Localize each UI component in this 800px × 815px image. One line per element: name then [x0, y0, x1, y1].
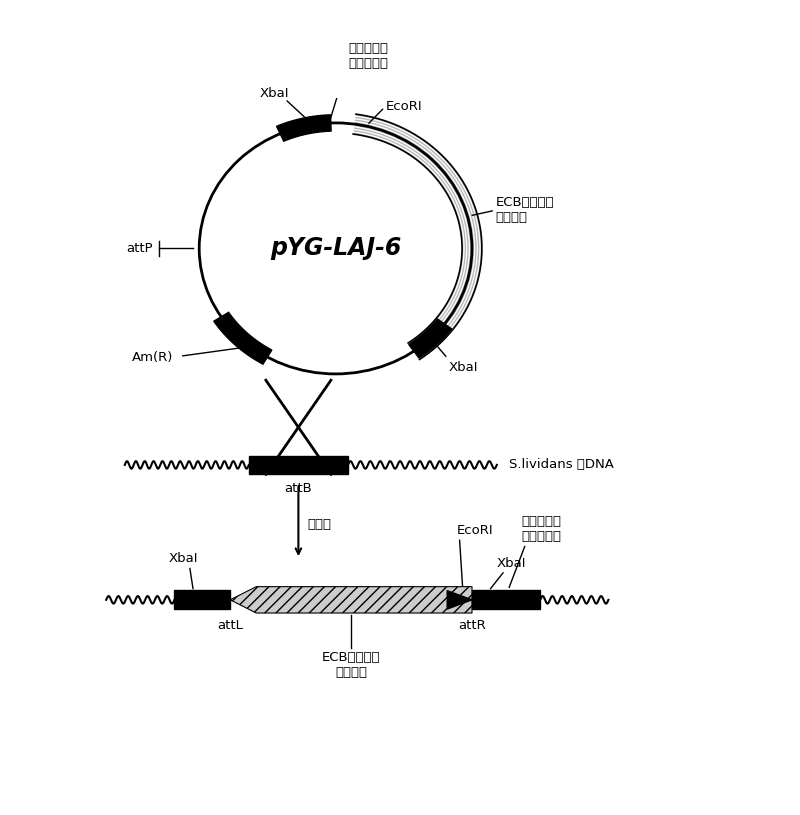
Polygon shape	[277, 115, 331, 141]
Text: attL: attL	[218, 619, 243, 632]
Text: XbaI: XbaI	[497, 557, 526, 570]
Text: ECB去酰化酶
编码序列: ECB去酰化酶 编码序列	[495, 196, 554, 223]
Text: Am(R): Am(R)	[132, 350, 174, 363]
Text: attB: attB	[285, 482, 312, 495]
Polygon shape	[447, 591, 472, 609]
Text: EcoRI: EcoRI	[457, 524, 493, 537]
Text: attP: attP	[126, 242, 153, 255]
Text: 红霉素抗性
基因启动子: 红霉素抗性 基因启动子	[522, 515, 562, 544]
Text: ECB去酰化酶
编码序列: ECB去酰化酶 编码序列	[322, 650, 381, 679]
Text: attR: attR	[458, 619, 486, 632]
Text: XbaI: XbaI	[449, 361, 478, 373]
Text: XbaI: XbaI	[169, 553, 198, 566]
Bar	[249, 456, 348, 474]
Polygon shape	[214, 312, 272, 364]
Bar	[174, 590, 230, 610]
Bar	[472, 590, 540, 610]
Text: XbaI: XbaI	[260, 86, 290, 99]
Polygon shape	[230, 587, 472, 613]
Text: 红霉素抗性
基因启动子: 红霉素抗性 基因启动子	[348, 42, 388, 69]
Text: pYG-LAJ-6: pYG-LAJ-6	[270, 236, 402, 261]
Text: EcoRI: EcoRI	[386, 100, 422, 113]
Polygon shape	[422, 330, 439, 346]
Polygon shape	[409, 319, 452, 358]
Polygon shape	[234, 333, 254, 350]
Text: S.lividans 总DNA: S.lividans 总DNA	[510, 458, 614, 471]
Text: 整合酶: 整合酶	[308, 518, 332, 531]
